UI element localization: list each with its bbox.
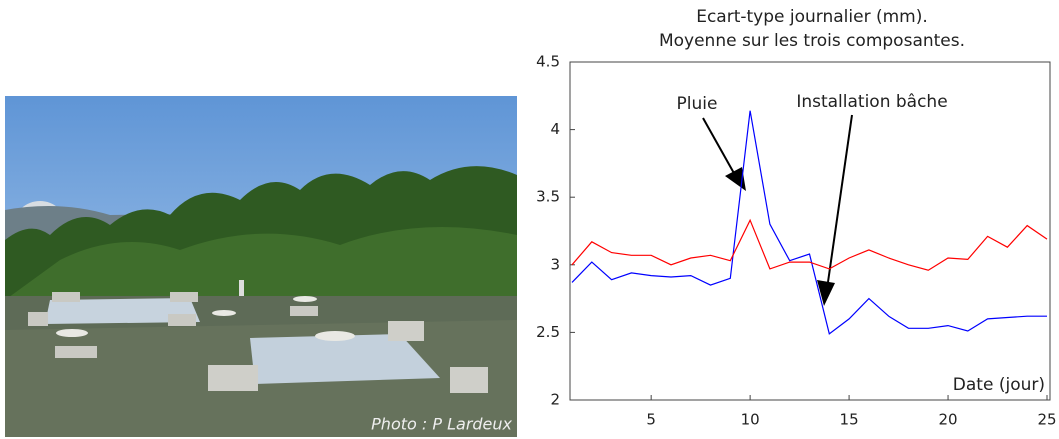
x-tick-label: 20 — [938, 411, 957, 429]
y-tick-label: 2.5 — [536, 323, 560, 341]
x-tick-label: 5 — [646, 411, 656, 429]
x-tick-label: 25 — [1037, 411, 1056, 429]
chart-title: Ecart-type journalier (mm). — [696, 7, 928, 27]
annotation-arrow — [827, 114, 853, 283]
photo — [5, 96, 517, 437]
photo-caption: Photo : P Lardeux — [371, 415, 512, 434]
line-series — [571, 110, 1047, 335]
y-tick-label: 3 — [550, 255, 560, 273]
plot-frame — [569, 61, 1051, 401]
chart-subtitle: Moyenne sur les trois composantes. — [659, 31, 965, 51]
y-tick-label: 3.5 — [536, 188, 560, 206]
x-axis-label: Date (jour) — [953, 375, 1045, 395]
annotation-arrow — [702, 117, 736, 176]
y-tick-label: 4 — [550, 120, 560, 138]
y-tick-label: 2 — [550, 391, 560, 409]
x-tick-label: 10 — [741, 411, 760, 429]
chart: Ecart-type journalier (mm). Moyenne sur … — [536, 7, 1056, 429]
annotation: Installation bâche — [796, 92, 947, 112]
line-series — [571, 218, 1048, 271]
annotation: Pluie — [677, 94, 718, 114]
y-tick-label: 4.5 — [536, 53, 560, 71]
arrow-head — [817, 280, 835, 306]
x-tick-label: 15 — [840, 411, 859, 429]
